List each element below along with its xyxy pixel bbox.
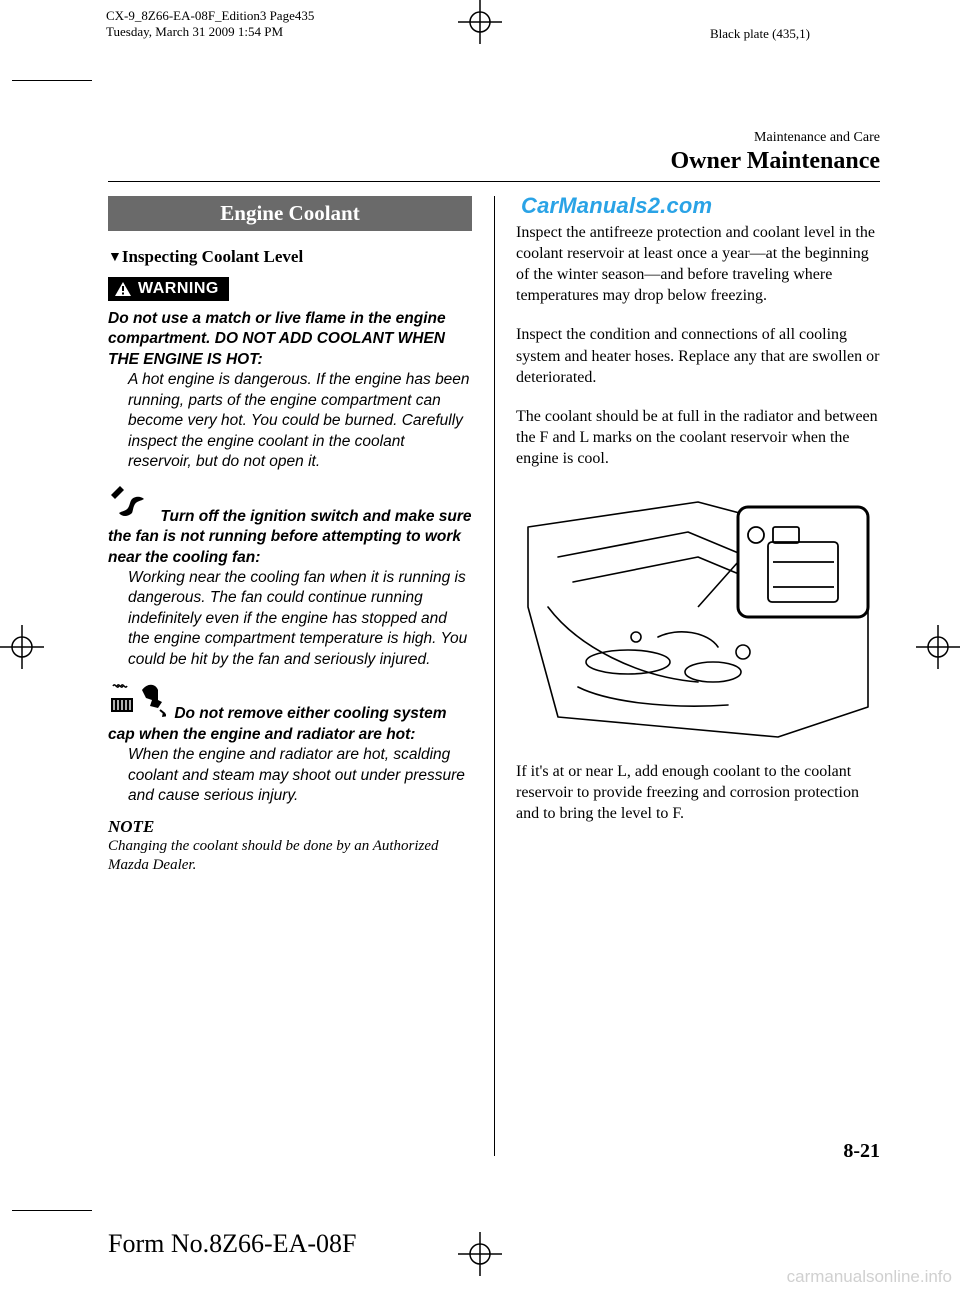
registration-mark-icon <box>0 625 44 669</box>
warning-triangle-icon <box>114 281 132 297</box>
crop-line <box>12 1210 92 1211</box>
section-label: Maintenance and Care <box>108 130 880 146</box>
warning-lead: Turn off the ignition switch and make su… <box>108 508 472 566</box>
registration-mark-icon <box>458 0 502 44</box>
black-plate-label: Black plate (435,1) <box>710 26 810 42</box>
registration-mark-icon <box>458 1232 502 1276</box>
form-number: Form No.8Z66-EA-08F <box>108 1229 356 1259</box>
watermark-carmanualsonline: carmanualsonline.info <box>787 1267 952 1287</box>
paragraph: Inspect the antifreeze protection and co… <box>516 222 880 306</box>
title-rule <box>108 181 880 182</box>
warning-body: Working near the cooling fan when it is … <box>108 568 472 670</box>
page-number: 8-21 <box>843 1140 880 1163</box>
engine-coolant-diagram <box>516 487 880 747</box>
warning-block: Do not remove either cooling system cap … <box>108 680 472 806</box>
right-column: CarManuals2.com Inspect the antifreeze p… <box>494 196 880 876</box>
left-column: Engine Coolant ▼Inspecting Coolant Level… <box>108 196 494 876</box>
warning-label: WARNING <box>138 280 219 298</box>
crop-line <box>12 80 92 81</box>
section-banner: Engine Coolant <box>108 196 472 231</box>
note-body: Changing the coolant should be done by a… <box>108 837 472 876</box>
warning-body: A hot engine is dangerous. If the engine… <box>108 370 472 472</box>
page-content: Maintenance and Care Owner Maintenance E… <box>108 130 880 876</box>
note-heading: NOTE <box>108 817 472 837</box>
subheading-text: Inspecting Coolant Level <box>122 247 303 266</box>
registration-mark-icon <box>916 625 960 669</box>
paragraph: If it's at or near L, add enough coolant… <box>516 761 880 824</box>
watermark-carmanuals2: CarManuals2.com <box>521 193 712 219</box>
page-title: Owner Maintenance <box>108 148 880 175</box>
triangle-marker-icon: ▼ <box>108 250 122 265</box>
warning-lead: Do not use a match or live flame in the … <box>108 310 446 368</box>
warning-tag: WARNING <box>108 277 229 301</box>
hand-wrench-icon <box>108 483 152 527</box>
warning-block: Turn off the ignition switch and make su… <box>108 483 472 671</box>
paragraph: Inspect the condition and connections of… <box>516 324 880 387</box>
warning-block: Do not use a match or live flame in the … <box>108 309 472 473</box>
subheading: ▼Inspecting Coolant Level <box>108 247 472 267</box>
warning-body: When the engine and radiator are hot, sc… <box>108 745 472 806</box>
paragraph: The coolant should be at full in the rad… <box>516 406 880 469</box>
doc-id: CX-9_8Z66-EA-08F_Edition3 Page435 <box>106 8 314 24</box>
radiator-steam-icon <box>108 680 166 724</box>
doc-date: Tuesday, March 31 2009 1:54 PM <box>106 24 283 40</box>
